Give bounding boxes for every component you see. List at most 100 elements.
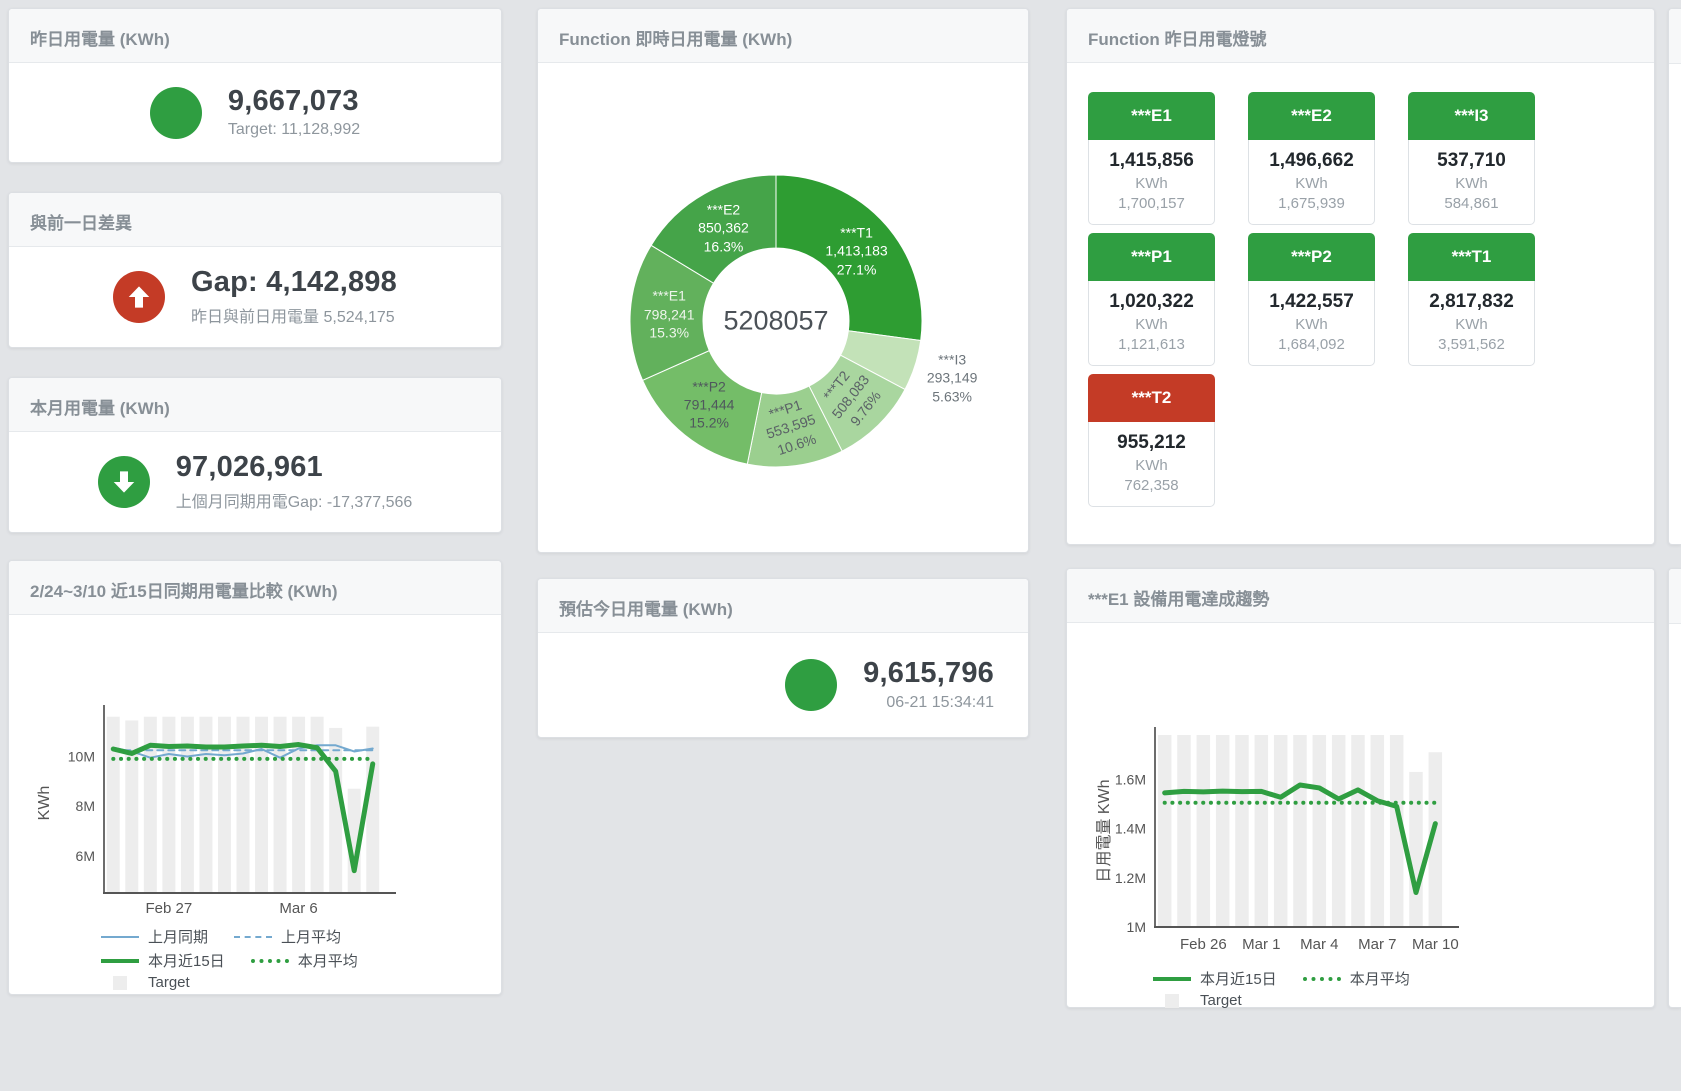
legend-label: 本月近15日 [1200,971,1277,988]
tile-target-value: 1,700,157 [1118,195,1185,212]
legend-item[interactable]: 本月平均 [250,950,358,971]
green-status-circle-icon [785,659,838,711]
green-dot-swatch-icon [250,954,289,968]
green-thick-swatch-icon [101,954,139,968]
tile-value: 1,496,662 [1269,150,1354,171]
card-e1-trend-chart: ***E1 設備用電達成趨勢 1M 1.2M 1.4M 1.6M Feb 26 Mar 1… [1066,568,1655,1009]
tile-unit: KWh [1455,175,1488,192]
green-status-circle-icon [149,86,202,139]
tile-body: 1,415,856 KWh 1,700,157 [1088,140,1215,225]
card-title: Function 昨日用電燈號 [1067,9,1654,63]
card-title: 與前一日差異 [9,193,501,247]
arrow-up-icon [113,271,166,323]
stat-value: Gap: 4,142,898 [191,266,397,299]
stat-subtext: Target: 11,128,992 [227,121,361,139]
tile-body: 955,212 KWh 762,358 [1088,422,1215,507]
compare-15day-svg: 6M 8M 10M Feb 27 Mar 6 KWh [36,705,396,917]
tile-target-value: 1,684,092 [1278,336,1345,353]
legend-item[interactable]: 本月近15日 [1153,968,1277,989]
donut-segment-label: ***E1 798,241 15.3% [643,287,695,341]
legend-item[interactable]: 上月同期 [101,926,208,947]
legend-label: 本月近15日 [148,953,225,970]
tile-target-value: 762,358 [1124,477,1179,494]
tile-header: ***I3 [1408,92,1535,140]
card-title: 昨日用電量 (KWh) [9,9,501,63]
status-tile: ***I3 537,710 KWh 584,861 [1408,92,1535,225]
svg-text:Mar 6: Mar 6 [279,900,317,917]
trend-chart-legend: 本月近15日 本月平均 Target [1153,968,1654,1009]
tile-value: 2,817,832 [1429,291,1514,312]
tile-unit: KWh [1295,316,1328,333]
stat-value: 97,026,961 [175,451,323,484]
svg-text:Feb 26: Feb 26 [1180,936,1227,953]
legend-item[interactable]: 本月平均 [1302,968,1410,989]
tile-unit: KWh [1135,175,1168,192]
donut-svg [629,174,923,468]
status-tile: ***P1 1,020,322 KWh 1,121,613 [1088,233,1215,366]
tile-header: ***P1 [1088,233,1215,281]
svg-text:1.2M: 1.2M [1115,870,1146,886]
stat-value: 9,615,796 [863,657,994,690]
stat-value: 9,667,073 [227,84,359,117]
status-tile: ***E2 1,496,662 KWh 1,675,939 [1248,92,1375,225]
tile-body: 1,422,557 KWh 1,684,092 [1248,281,1375,366]
tile-body: 1,020,322 KWh 1,121,613 [1088,281,1215,366]
blue-dash-swatch-icon [234,930,273,944]
tile-unit: KWh [1455,316,1488,333]
legend-label: 上月平均 [281,929,342,946]
target-box-swatch-icon [1153,993,1191,1008]
svg-text:Mar 4: Mar 4 [1300,936,1338,953]
tile-unit: KWh [1135,457,1168,474]
tile-body: 2,817,832 KWh 3,591,562 [1408,281,1535,366]
donut-segment-label: ***I3 293,149 5.63% [926,350,978,404]
tile-target-value: 1,675,939 [1278,195,1345,212]
svg-text:8M: 8M [76,798,95,814]
donut-slice-T1[interactable] [775,174,923,342]
card-status-tiles: Function 昨日用電燈號 ***E1 1,415,856 KWh 1,700,1… [1066,8,1655,545]
legend-item[interactable]: 上月平均 [234,926,341,947]
tile-value: 1,020,322 [1109,291,1194,312]
tile-value: 1,422,557 [1269,291,1354,312]
e1-trend-line-chart: 1M 1.2M 1.4M 1.6M Feb 26 Mar 1 Mar 4 Mar 7 Mar 1… [1067,625,1654,960]
clipped-card-edge [1668,8,1681,545]
card-month-usage: 本月用電量 (KWh) 97,026,961 上個月同期用電Gap: -17,3… [8,377,502,533]
legend-item[interactable]: Target [101,974,190,991]
svg-text:Feb 27: Feb 27 [146,900,193,917]
legend-label: 上月同期 [148,929,209,946]
green-thick-swatch-icon [1153,972,1191,986]
tile-value: 955,212 [1117,432,1186,453]
target-box-swatch-icon [101,975,139,990]
tile-value: 1,415,856 [1109,150,1194,171]
svg-text:Mar 10: Mar 10 [1412,936,1459,953]
legend-label: 本月平均 [297,953,358,970]
card-title: 預估今日用電量 (KWh) [538,579,1028,633]
legend-item[interactable]: Target [1153,992,1242,1009]
arrow-down-icon [97,456,150,508]
donut-slice-E2[interactable] [650,174,777,284]
tile-unit: KWh [1295,175,1328,192]
status-tile-grid: ***E1 1,415,856 KWh 1,700,157 ***E2 1,496,662… [1067,63,1577,507]
compare-chart-legend: 上月同期 上月平均本月近15日 本月平均 Target [101,926,501,991]
card-title: 2/24~3/10 近15日同期用電量比較 (KWh) [9,561,501,615]
clipped-card-edge [1668,568,1681,1008]
stat-subtext: 昨日與前日用電量 5,524,175 [191,308,395,326]
donut-segment-label: ***P2 791,444 15.2% [683,377,735,431]
card-title: ***E1 設備用電達成趨勢 [1067,569,1654,623]
status-tile: ***P2 1,422,557 KWh 1,684,092 [1248,233,1375,366]
realtime-usage-donut-chart[interactable]: ***T1 1,413,183 27.1% ***I3 293,149 5.63% ***T… [538,63,1028,554]
donut-segment-label: ***E2 850,362 16.3% [698,201,749,254]
tile-body: 537,710 KWh 584,861 [1408,140,1535,225]
card-yesterday-usage: 昨日用電量 (KWh) 9,667,073 Target: 11,128,992 [8,8,502,163]
svg-text:1.6M: 1.6M [1115,771,1146,787]
tile-header: ***T2 [1088,374,1215,422]
stat-timestamp: 06-21 15:34:41 [886,693,994,711]
svg-text:日用電量 KWh: 日用電量 KWh [1096,779,1113,882]
donut-center-total: 5208057 [723,305,829,336]
legend-item[interactable]: 本月近15日 [101,950,225,971]
donut-segment-label: ***T1 1,413,183 27.1% [825,223,888,277]
tile-header: ***E2 [1248,92,1375,140]
blue-line-swatch-icon [101,930,139,944]
tile-value: 537,710 [1437,150,1506,171]
svg-text:Mar 1: Mar 1 [1242,936,1280,953]
card-15day-compare-chart: 2/24~3/10 近15日同期用電量比較 (KWh) 6M 8M 10M Feb 2… [8,560,502,995]
